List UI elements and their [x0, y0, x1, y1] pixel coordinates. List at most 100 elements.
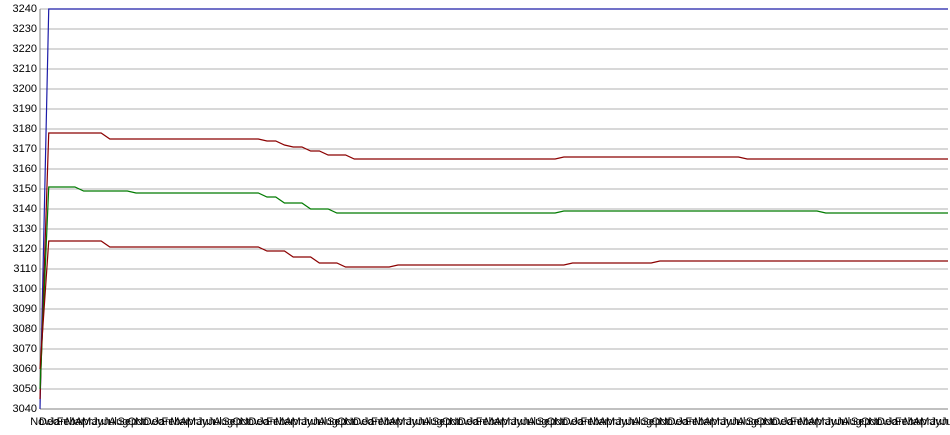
x-tick-label: Mar [275, 416, 294, 428]
x-tick-label: Oct [442, 416, 459, 428]
x-tick-label: Feb [161, 416, 180, 428]
x-tick-label: Apr [180, 416, 197, 428]
x-tick-label: Aug [633, 416, 653, 428]
x-tick-label: Dec [39, 416, 59, 428]
x-tick-label: Apr [913, 416, 930, 428]
x-tick-label: Jun [197, 416, 215, 428]
x-tick-label: Apr [494, 416, 511, 428]
x-tick-label: Dec [668, 416, 688, 428]
y-tick-label: 3120 [13, 243, 37, 255]
x-tick-label: May [82, 416, 103, 428]
x-tick-label: Jan [468, 416, 486, 428]
y-tick-label: 3200 [13, 83, 37, 95]
x-tick-label: Jun [407, 416, 425, 428]
x-tick-label: May [187, 416, 208, 428]
x-tick-label: Nov [868, 416, 888, 428]
x-tick-label: Jun [930, 416, 948, 428]
series-line [39, 8, 948, 410]
x-tick-label: Sep [746, 416, 766, 428]
x-tick-label: Jun [616, 416, 634, 428]
x-tick-label: Jan [363, 416, 381, 428]
x-tick-label: May [501, 416, 522, 428]
series-line [39, 186, 948, 390]
x-tick-label: Jul [836, 416, 850, 428]
x-tick-label: Jan [677, 416, 695, 428]
x-tick-label: Mar [694, 416, 713, 428]
x-tick-label: Mar [380, 416, 399, 428]
x-tick-label: Jan [782, 416, 800, 428]
x-tick-label: Feb [581, 416, 600, 428]
x-tick-label: Sep [222, 416, 242, 428]
x-tick-label: Mar [904, 416, 923, 428]
x-tick-label: Jun [826, 416, 844, 428]
x-tick-label: Oct [337, 416, 354, 428]
x-tick-label: Jul [941, 416, 950, 428]
x-tick-label: Sep [432, 416, 452, 428]
x-tick-label: Jul [208, 416, 222, 428]
x-tick-label: Jan [153, 416, 171, 428]
y-tick-label: 3160 [13, 163, 37, 175]
y-tick-label: 3070 [13, 343, 37, 355]
y-tick-label: 3170 [13, 143, 37, 155]
y-tick-label: 3130 [13, 223, 37, 235]
x-tick-label: Oct [547, 416, 564, 428]
x-tick-label: Jan [49, 416, 67, 428]
x-tick-label: Mar [799, 416, 818, 428]
x-tick-label: Jun [302, 416, 320, 428]
x-tick-label: Oct [127, 416, 144, 428]
x-tick-label: Jan [887, 416, 905, 428]
x-tick-label: Nov [135, 416, 155, 428]
x-tick-label: Mar [485, 416, 504, 428]
x-tick-label: Oct [861, 416, 878, 428]
x-tick-label: Jul [312, 416, 326, 428]
x-tick-label: Apr [808, 416, 825, 428]
y-tick-label: 3080 [13, 323, 37, 335]
y-tick-label: 3140 [13, 203, 37, 215]
y-tick-label: 3040 [13, 403, 37, 415]
x-tick-label: Aug [109, 416, 129, 428]
x-tick-label: Feb [685, 416, 704, 428]
x-tick-label: Aug [318, 416, 338, 428]
x-tick-label: Aug [423, 416, 443, 428]
y-tick-label: 3220 [13, 43, 37, 55]
x-tick-label: Jul [522, 416, 536, 428]
x-tick-label: Apr [75, 416, 92, 428]
x-tick-label: Dec [353, 416, 373, 428]
y-tick-label: 3050 [13, 383, 37, 395]
x-tick-label: Dec [772, 416, 792, 428]
y-tick-label: 3210 [13, 63, 37, 75]
x-tick-label: Aug [528, 416, 548, 428]
series-line [39, 132, 948, 400]
x-tick-label: Jul [627, 416, 641, 428]
y-tick-label: 3110 [13, 263, 37, 275]
x-tick-label: Feb [371, 416, 390, 428]
x-tick-label: Jun [92, 416, 110, 428]
x-tick-label: Feb [476, 416, 495, 428]
y-tick-label: 3150 [13, 183, 37, 195]
series-line [39, 240, 948, 370]
y-tick-label: 3190 [13, 103, 37, 115]
x-tick-label: Mar [65, 416, 84, 428]
x-tick-label: Sep [118, 416, 138, 428]
y-tick-label: 3100 [13, 283, 37, 295]
x-tick-label: Nov [449, 416, 469, 428]
x-tick-label: Nov [764, 416, 784, 428]
x-tick-label: May [711, 416, 732, 428]
y-tick-label: 3240 [13, 3, 37, 15]
x-tick-label: Aug [214, 416, 234, 428]
y-tick-label: 3060 [13, 363, 37, 375]
x-tick-label: Apr [599, 416, 616, 428]
x-tick-label: Oct [651, 416, 668, 428]
x-tick-label: Sep [851, 416, 871, 428]
x-tick-label: Jan [258, 416, 276, 428]
x-tick-label: Mar [170, 416, 189, 428]
x-tick-label: Feb [790, 416, 809, 428]
x-tick-label: Apr [704, 416, 721, 428]
x-tick-label: Jul [417, 416, 431, 428]
x-tick-label: Jun [721, 416, 739, 428]
x-tick-label: Sep [641, 416, 661, 428]
x-tick-label: Jul [731, 416, 745, 428]
x-tick-label: Jan [572, 416, 590, 428]
